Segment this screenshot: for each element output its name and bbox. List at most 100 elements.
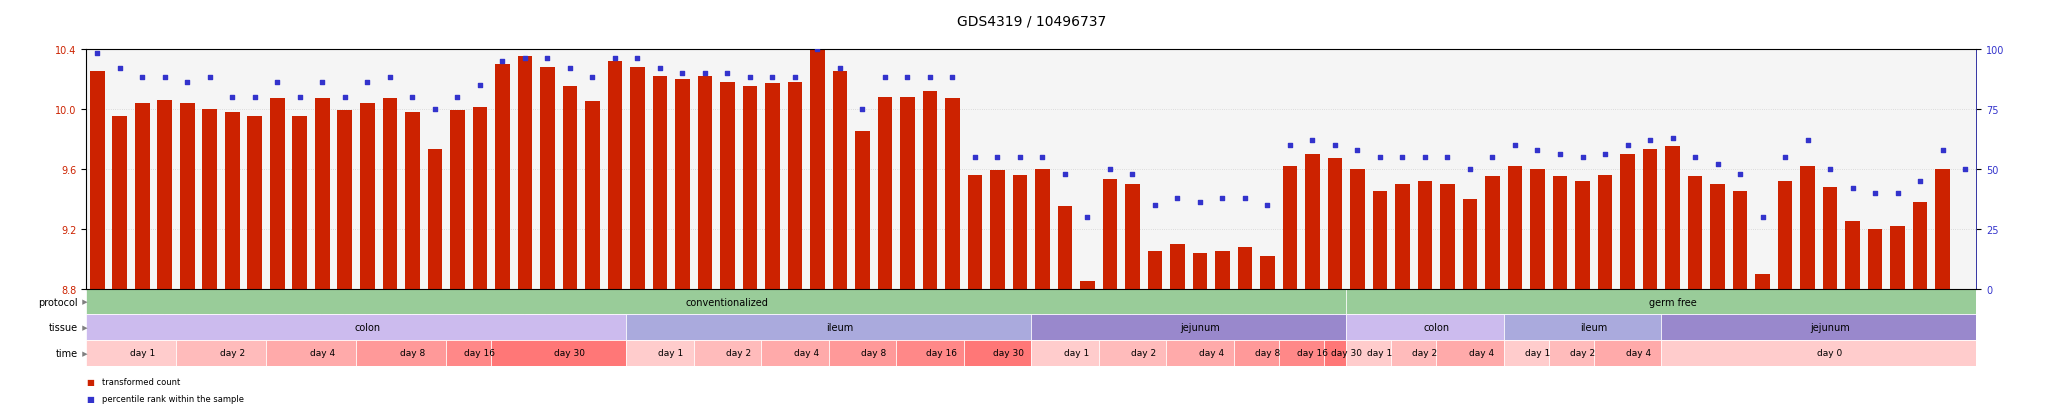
- Bar: [1575, 181, 1589, 289]
- Point: [1612, 142, 1645, 149]
- Point: [1026, 154, 1059, 161]
- Text: colon: colon: [1423, 323, 1450, 332]
- Bar: [1012, 176, 1028, 289]
- Text: day 2: day 2: [1413, 349, 1438, 358]
- Point: [1724, 171, 1757, 178]
- Point: [485, 58, 518, 65]
- Point: [1251, 202, 1284, 209]
- Bar: [1642, 150, 1657, 289]
- Bar: [1661, 315, 1976, 340]
- Bar: [293, 117, 307, 289]
- Point: [418, 106, 451, 113]
- Text: ▶: ▶: [80, 325, 88, 330]
- Bar: [1030, 340, 1098, 366]
- Point: [643, 65, 676, 72]
- Bar: [270, 99, 285, 289]
- Point: [102, 65, 135, 72]
- Text: day 2: day 2: [219, 349, 246, 358]
- Text: day 1: day 1: [1526, 349, 1550, 358]
- Point: [1139, 202, 1171, 209]
- Bar: [180, 104, 195, 289]
- Point: [1049, 171, 1081, 178]
- Point: [260, 80, 293, 86]
- Point: [1747, 214, 1780, 221]
- Point: [373, 75, 406, 82]
- Bar: [608, 62, 623, 289]
- Point: [913, 75, 946, 82]
- Text: day 4: day 4: [1198, 349, 1225, 358]
- Point: [1161, 195, 1194, 202]
- Point: [891, 75, 924, 82]
- Point: [147, 75, 180, 82]
- Bar: [1214, 252, 1229, 289]
- Bar: [473, 108, 487, 289]
- Text: ileum: ileum: [1581, 323, 1608, 332]
- Bar: [266, 340, 356, 366]
- Bar: [1346, 289, 1976, 315]
- Point: [1364, 154, 1397, 161]
- Bar: [176, 340, 266, 366]
- Bar: [1346, 340, 1391, 366]
- Point: [1206, 195, 1239, 202]
- Bar: [721, 83, 735, 289]
- Bar: [541, 68, 555, 289]
- Bar: [1688, 177, 1702, 289]
- Text: day 1: day 1: [659, 349, 684, 358]
- Bar: [965, 340, 1030, 366]
- Point: [1116, 171, 1149, 178]
- Bar: [356, 340, 446, 366]
- Text: day 1: day 1: [129, 349, 156, 358]
- Bar: [829, 340, 897, 366]
- Point: [440, 94, 473, 101]
- Point: [1341, 147, 1374, 154]
- Point: [530, 56, 563, 62]
- Text: jejunum: jejunum: [1180, 323, 1221, 332]
- Bar: [158, 100, 172, 289]
- Point: [193, 75, 225, 82]
- Point: [575, 75, 608, 82]
- Bar: [563, 87, 578, 289]
- Point: [508, 56, 541, 62]
- Point: [125, 75, 158, 82]
- Text: day 1: day 1: [1063, 349, 1090, 358]
- Text: day 4: day 4: [309, 349, 336, 358]
- Bar: [1165, 340, 1233, 366]
- Bar: [1417, 181, 1432, 289]
- Bar: [989, 171, 1006, 289]
- Bar: [518, 57, 532, 289]
- Point: [1950, 166, 1982, 173]
- Bar: [967, 176, 983, 289]
- Point: [1004, 154, 1036, 161]
- Text: day 30: day 30: [555, 349, 586, 358]
- Bar: [1710, 184, 1724, 289]
- Bar: [834, 72, 848, 289]
- Bar: [1278, 340, 1323, 366]
- Bar: [86, 315, 627, 340]
- Text: day 16: day 16: [1296, 349, 1327, 358]
- Point: [215, 94, 248, 101]
- Point: [1837, 185, 1870, 192]
- Bar: [1372, 192, 1386, 289]
- Bar: [1503, 340, 1548, 366]
- Bar: [653, 76, 668, 289]
- Point: [1522, 147, 1554, 154]
- Text: jejunum: jejunum: [1810, 323, 1849, 332]
- Point: [1229, 195, 1262, 202]
- Bar: [1800, 166, 1815, 289]
- Bar: [1237, 247, 1251, 289]
- Point: [395, 94, 428, 101]
- Point: [801, 46, 834, 53]
- Bar: [1823, 188, 1837, 289]
- Text: day 0: day 0: [1817, 349, 1843, 358]
- Bar: [496, 64, 510, 289]
- Bar: [1935, 169, 1950, 289]
- Point: [1499, 142, 1532, 149]
- Bar: [225, 112, 240, 289]
- Point: [598, 56, 631, 62]
- Text: ileum: ileum: [825, 323, 854, 332]
- Point: [305, 80, 338, 86]
- Text: day 2: day 2: [1571, 349, 1595, 358]
- Bar: [1755, 274, 1769, 289]
- Text: ■: ■: [86, 377, 94, 387]
- Bar: [1169, 244, 1184, 289]
